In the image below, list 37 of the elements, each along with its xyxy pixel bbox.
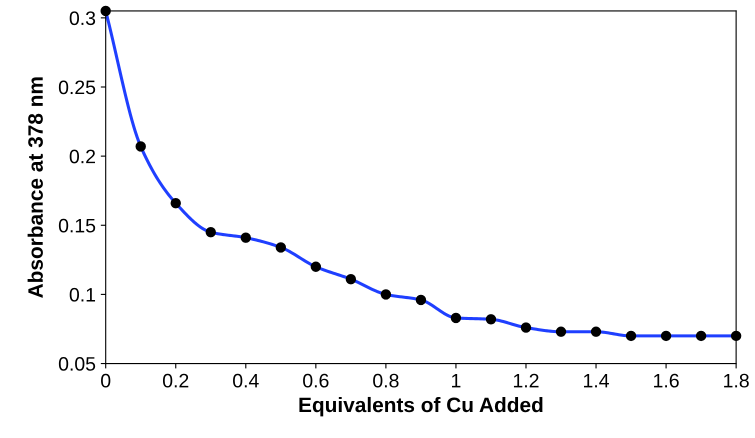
y-tick-label: 0.05 [58, 357, 96, 371]
point [346, 274, 356, 284]
y-axis-title: Absorbance at 378 nm [28, 77, 43, 298]
point [276, 242, 286, 253]
point [486, 314, 496, 324]
x-tick-label: 1.2 [514, 374, 539, 388]
point [556, 326, 566, 337]
point [100, 6, 111, 16]
y-tick-label: 0.1 [70, 288, 96, 302]
y-tick-label: 0.15 [58, 218, 96, 233]
point [520, 322, 532, 333]
x-tick-label: 0 [101, 374, 110, 388]
x-tick-label: 0.8 [373, 374, 399, 388]
y-tick-label: 0.2 [70, 150, 96, 164]
point [450, 312, 462, 324]
point [590, 326, 602, 337]
point [310, 262, 322, 272]
point [170, 198, 181, 208]
x-axis-title: Equivalents of Cu Added [299, 396, 542, 416]
x-tick-label: 1 [452, 374, 460, 388]
x-tick-label: 0.6 [303, 374, 329, 388]
point [626, 330, 636, 342]
x-tick-label: 0.2 [162, 374, 188, 388]
y-tick-label: 0.3 [70, 11, 96, 26]
point [136, 141, 146, 152]
y-tick-label: 0.25 [58, 80, 96, 94]
x-tick-label: 1.6 [654, 374, 679, 388]
point [730, 330, 742, 342]
x-tick-label: 1.4 [584, 374, 609, 388]
point [416, 294, 426, 306]
x-tick-label: 1.8 [724, 374, 749, 388]
point [240, 232, 251, 243]
point [696, 330, 706, 342]
point [206, 226, 216, 238]
x-tick-label: 0.4 [233, 374, 259, 388]
point [380, 289, 392, 300]
point [660, 330, 672, 342]
